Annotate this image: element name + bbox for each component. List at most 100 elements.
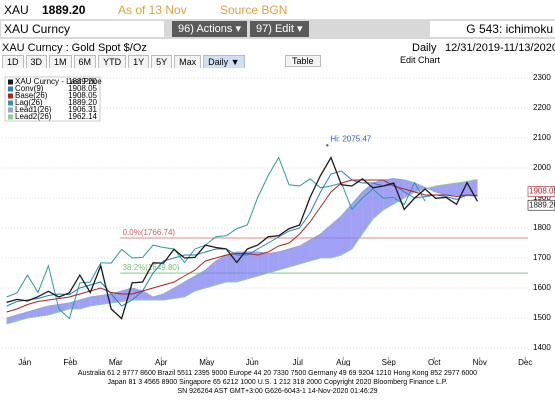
edit-chart-button[interactable]: Edit Chart — [400, 55, 441, 65]
cloud — [310, 234, 321, 261]
legend-label: Conv(9) — [15, 84, 44, 93]
quote-bar: XAU 1889.20 As of 13 Nov Source BGN — [0, 0, 555, 20]
y-tick-label: 2100 — [533, 133, 551, 142]
legend-value: 1908.05 — [68, 84, 97, 93]
cloud — [247, 252, 258, 279]
value-tag — [527, 199, 555, 211]
actions-button[interactable]: 96) Actions ▾ — [172, 21, 247, 37]
series-line — [6, 155, 479, 320]
value-tag — [527, 186, 555, 197]
cloud — [153, 294, 164, 300]
cloud — [299, 240, 311, 264]
price: 1889.20 — [42, 3, 86, 17]
annotation-point — [326, 144, 329, 147]
cloud — [215, 255, 227, 285]
cloud — [278, 249, 290, 270]
cloud — [142, 291, 154, 300]
cloud — [173, 282, 185, 299]
cloud — [383, 178, 394, 210]
level-label: 0.0%(1766.74) — [123, 228, 176, 237]
cloud — [79, 297, 91, 309]
y-tick-label: 1600 — [533, 283, 551, 292]
x-tick-label: Jun — [246, 358, 259, 366]
footer-line: SN 926264 AST GMT+3:00 G626-6043-1 14-No… — [177, 388, 378, 395]
cloud — [393, 178, 405, 204]
cloud — [268, 252, 279, 273]
legend-swatch — [8, 93, 13, 99]
legend-box — [4, 76, 101, 122]
cloud — [69, 300, 80, 309]
legend-label: Base(26) — [15, 91, 48, 100]
x-tick-label: Apr — [155, 358, 168, 366]
y-tick-label: 2000 — [533, 163, 551, 172]
cloud — [257, 252, 269, 276]
cloud — [17, 312, 28, 321]
cloud — [456, 181, 468, 196]
legend-value: 1906.31 — [68, 105, 97, 114]
legend-value: 1908.05 — [68, 91, 97, 100]
legend-swatch — [8, 79, 13, 85]
x-tick-label: May — [199, 358, 214, 366]
page-code: G 543: ichimoku — [430, 21, 555, 37]
series-line — [6, 177, 478, 319]
legend-swatch — [8, 86, 13, 92]
as-of: As of 13 Nov — [118, 3, 187, 17]
legend-value: 1889.20 — [68, 77, 97, 86]
value-tag-label: 1908.05 — [529, 187, 555, 196]
cloud — [205, 261, 216, 288]
ticker: XAU — [4, 3, 29, 17]
interval-button[interactable]: Daily ▼ — [203, 55, 245, 69]
cloud — [320, 225, 331, 258]
x-tick-label: Sep — [382, 358, 397, 366]
source: Source BGN — [220, 3, 288, 17]
y-tick-label: 2300 — [533, 73, 551, 82]
x-tick-label: Mar — [109, 358, 123, 366]
edit-button[interactable]: 97) Edit ▾ — [250, 21, 309, 37]
legend-value: 1962.14 — [68, 112, 97, 121]
legend-swatch — [8, 100, 13, 106]
legend-label: Lead1(26) — [15, 105, 52, 114]
cloud — [194, 270, 206, 291]
x-tick-label: Oct — [428, 358, 441, 366]
x-tick-label: Nov — [473, 358, 487, 366]
cloud — [58, 303, 70, 312]
x-tick-label: Jul — [293, 358, 303, 366]
cloud — [132, 288, 143, 300]
legend-swatch — [8, 107, 13, 113]
chart: 1400 1500 1600 1700 1800 1900 2000 2100 2200 2300… — [2, 73, 555, 366]
legend-swatch — [8, 114, 13, 120]
cloud — [467, 179, 478, 197]
x-tick-label: Feb — [63, 358, 77, 366]
cloud — [341, 204, 352, 255]
y-tick-label: 1700 — [533, 253, 551, 262]
description: XAU Curncy : Gold Spot $/Oz — [2, 42, 147, 54]
legend-label: Lead2(26) — [15, 112, 52, 121]
y-tick-label: 1800 — [533, 223, 551, 232]
y-tick-label: 1900 — [533, 193, 551, 202]
y-tick-label: 2200 — [533, 103, 551, 112]
series-line — [6, 179, 478, 313]
legend-label: XAU Curncy - Last Price — [15, 77, 102, 86]
footer-line: Australia 61 2 9777 8600 Brazil 5511 239… — [77, 370, 478, 377]
cloud — [90, 295, 101, 306]
y-tick-label: 1500 — [533, 313, 551, 322]
cloud — [414, 183, 426, 192]
y-tick-label: 1400 — [533, 343, 551, 352]
x-tick-label: Jan — [18, 358, 31, 366]
annotation-label: Hi: 2075.47 — [330, 134, 371, 143]
security-input[interactable]: XAU Curncy — [1, 21, 164, 37]
cloud — [27, 309, 38, 318]
table-button[interactable]: Table — [285, 55, 321, 67]
legend-label: Lag(26) — [15, 98, 43, 107]
level-label: 38.2%(1649.80) — [123, 263, 180, 272]
cloud — [372, 180, 384, 219]
cloud — [184, 276, 195, 297]
date-range: 12/31/2019-11/13/2020 — [445, 42, 555, 54]
cloud — [330, 216, 342, 258]
x-tick-label: Dec — [518, 358, 532, 366]
cloud — [446, 183, 457, 195]
frequency: Daily — [412, 42, 437, 54]
legend-value: 1889.20 — [68, 98, 97, 107]
